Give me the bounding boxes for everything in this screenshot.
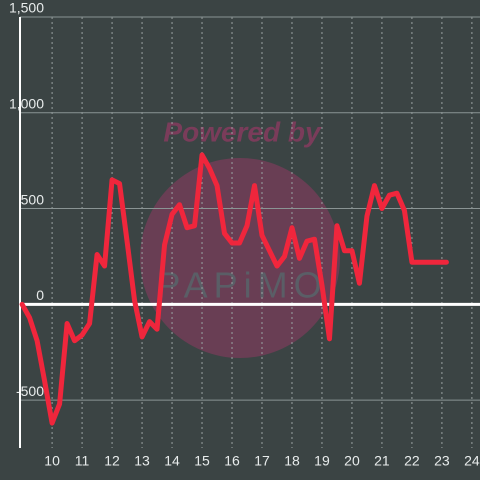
x-tick-label: 21: [374, 453, 390, 469]
x-tick-label: 15: [194, 453, 210, 469]
y-tick-label: 1,500: [9, 0, 44, 16]
x-tick-label: 19: [314, 453, 330, 469]
watermark-logo: PAPiMO: [156, 265, 327, 306]
x-tick-label: 12: [104, 453, 120, 469]
x-tick-label: 10: [44, 453, 60, 469]
x-tick-label: 13: [134, 453, 150, 469]
x-tick-label: 17: [254, 453, 270, 469]
x-tick-label: 23: [434, 453, 450, 469]
x-tick-label: 18: [284, 453, 300, 469]
x-tick-label: 24: [464, 453, 480, 469]
x-tick-label: 22: [404, 453, 420, 469]
x-tick-label: 14: [164, 453, 180, 469]
y-tick-label: 1,000: [9, 95, 44, 111]
x-tick-label: 16: [224, 453, 240, 469]
watermark-text: Powered by: [163, 116, 322, 147]
watermark-circle: [140, 158, 340, 358]
y-tick-label: 0: [36, 287, 44, 303]
x-tick-label: 20: [344, 453, 360, 469]
x-tick-label: 11: [75, 453, 90, 469]
y-tick-label: 500: [21, 191, 45, 207]
y-tick-label: -500: [16, 383, 44, 399]
line: [19, 152, 449, 426]
